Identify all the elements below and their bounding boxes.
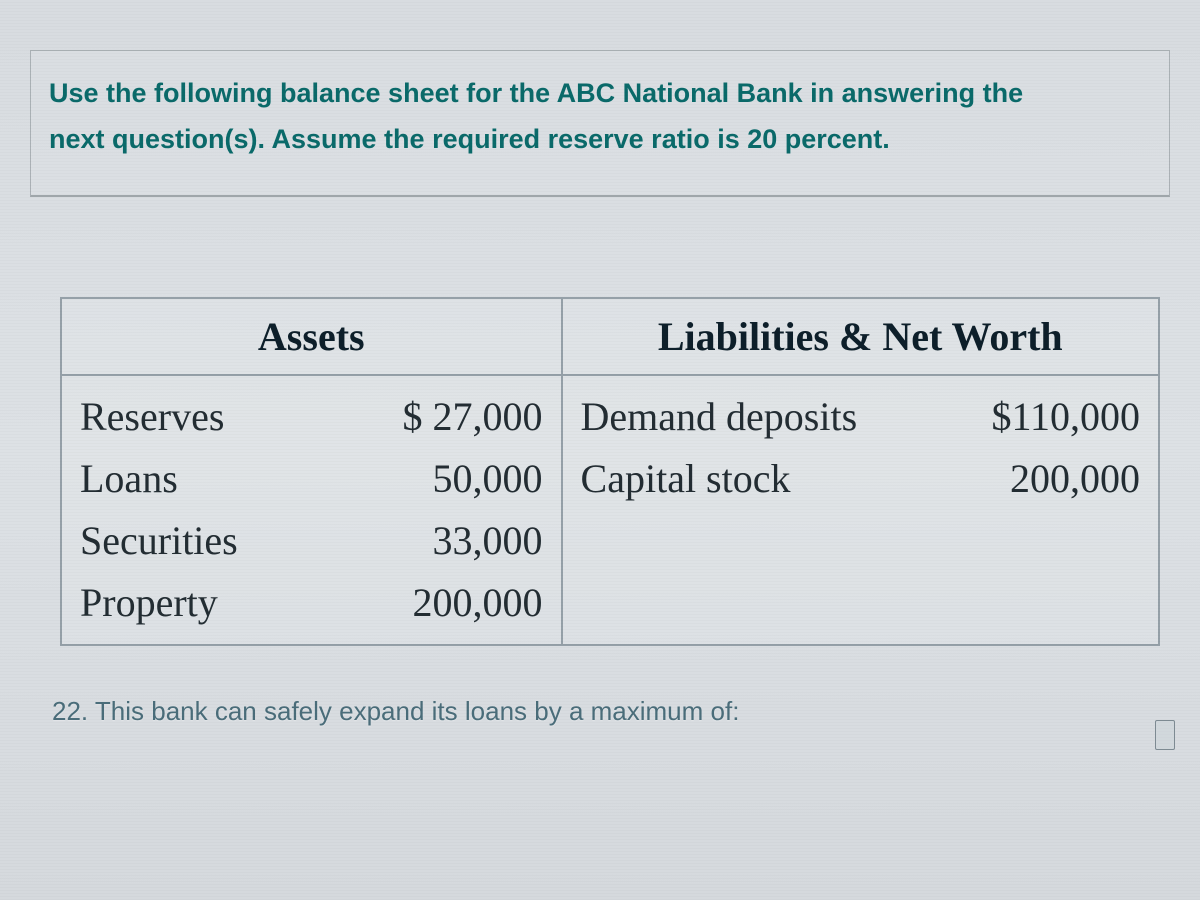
- balance-sheet-table: Assets Liabilities & Net Worth Reserves …: [60, 297, 1160, 646]
- instruction-panel: Use the following balance sheet for the …: [30, 50, 1170, 197]
- instruction-line-2: next question(s). Assume the required re…: [49, 117, 1151, 163]
- property-value: 200,000: [413, 572, 543, 634]
- demand-deposits-value: $110,000: [991, 386, 1140, 448]
- demand-deposits-label: Demand deposits: [581, 386, 858, 448]
- property-label: Property: [80, 572, 290, 634]
- capital-stock-label: Capital stock: [581, 448, 791, 510]
- asset-loans-row: Loans 50,000: [80, 448, 543, 510]
- asset-securities-row: Securities 33,000: [80, 510, 543, 572]
- securities-value: 33,000: [433, 510, 543, 572]
- capital-stock-value: 200,000: [1010, 448, 1140, 510]
- table-header-row: Assets Liabilities & Net Worth: [61, 298, 1159, 375]
- instruction-line-1: Use the following balance sheet for the …: [49, 71, 1151, 117]
- assets-cell: Reserves $ 27,000 Loans 50,000 Securitie…: [61, 375, 562, 645]
- asset-reserves-row: Reserves $ 27,000: [80, 386, 543, 448]
- liabilities-header: Liabilities & Net Worth: [562, 298, 1159, 375]
- asset-property-row: Property 200,000: [80, 572, 543, 634]
- reserves-label: Reserves: [80, 386, 290, 448]
- liab-capital-row: Capital stock 200,000: [581, 448, 1140, 510]
- assets-header: Assets: [61, 298, 562, 375]
- question-22: 22. This bank can safely expand its loan…: [52, 696, 1170, 727]
- reserves-value: $ 27,000: [403, 386, 543, 448]
- securities-label: Securities: [80, 510, 290, 572]
- liabilities-content: Demand deposits $110,000 Capital stock 2…: [581, 386, 1140, 510]
- liabilities-cell: Demand deposits $110,000 Capital stock 2…: [562, 375, 1159, 645]
- loans-label: Loans: [80, 448, 290, 510]
- assets-content: Reserves $ 27,000 Loans 50,000 Securitie…: [80, 386, 543, 634]
- table-body-row: Reserves $ 27,000 Loans 50,000 Securitie…: [61, 375, 1159, 645]
- side-tab-icon[interactable]: [1155, 720, 1175, 750]
- liab-demand-row: Demand deposits $110,000: [581, 386, 1140, 448]
- loans-value: 50,000: [433, 448, 543, 510]
